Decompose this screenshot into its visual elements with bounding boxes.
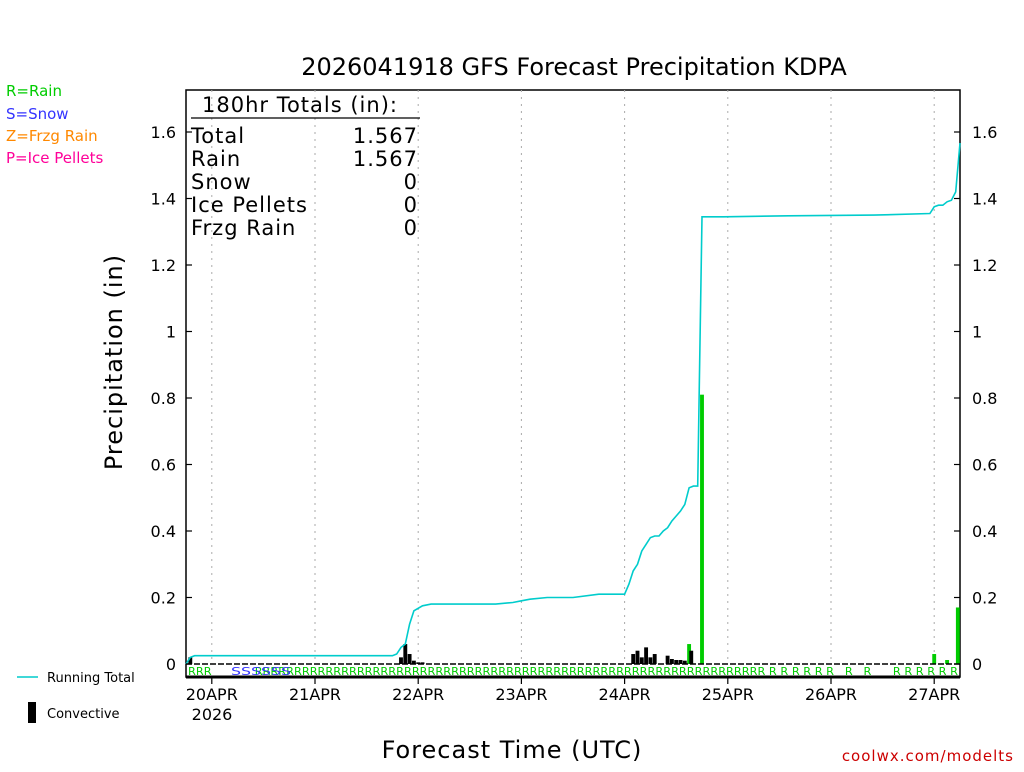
convective-bar xyxy=(399,657,403,664)
totals-header: 180hr Totals (in): xyxy=(202,93,398,117)
totals-box: 180hr Totals (in): Total 1.567 Rain 1.56… xyxy=(190,93,420,240)
totals-row-value: 0 xyxy=(404,193,418,217)
y-tick-label: 1 xyxy=(166,323,176,342)
year-label: 2026 xyxy=(192,705,233,724)
y-axis-label: Precipitation (in) xyxy=(100,254,128,470)
convective-bar xyxy=(652,654,657,664)
x-tick-label: 23APR xyxy=(495,685,547,704)
legend-snow: S=Snow xyxy=(6,105,69,123)
y-axis-left: 0 0.2 0.4 0.6 0.8 1 1.2 1.4 1.6 xyxy=(151,123,192,674)
bottom-legend: Running Total Convective xyxy=(17,671,135,723)
snow-type-codes: SSSSSS xyxy=(231,665,291,678)
rain-type-codes: RRR RRRRRRRRRRRRRRRRRRRRRRRRRRRRRRRRRRRR… xyxy=(188,665,958,678)
convective-bar xyxy=(644,647,649,664)
y-tick-label: 0 xyxy=(166,655,176,674)
y-tick-label: 0.6 xyxy=(972,456,997,475)
totals-row-value: 1.567 xyxy=(353,124,418,148)
totals-row-label: Snow xyxy=(191,170,252,194)
credit-text: coolwx.com/modelts xyxy=(842,747,1014,765)
totals-row-label: Frzg Rain xyxy=(191,216,296,240)
totals-row-label: Rain xyxy=(191,147,241,171)
x-axis-label: Forecast Time (UTC) xyxy=(382,736,643,764)
convective-bar xyxy=(407,654,412,664)
running-total-legend-label: Running Total xyxy=(47,671,135,686)
totals-row-value: 0 xyxy=(404,216,418,240)
convective-bar xyxy=(669,659,674,664)
y-tick-label: 0.4 xyxy=(151,522,176,541)
y-tick-label: 0 xyxy=(972,655,982,674)
convective-bar xyxy=(403,644,408,664)
legend-rain: R=Rain xyxy=(6,82,62,100)
y-tick-label: 0.2 xyxy=(151,589,176,608)
y-tick-label: 1.4 xyxy=(972,190,997,209)
y-tick-label: 1.2 xyxy=(972,256,997,275)
convective-bar xyxy=(188,657,193,664)
totals-row-value: 0 xyxy=(404,170,418,194)
running-total-line xyxy=(185,142,961,665)
y-tick-label: 1.6 xyxy=(972,123,997,142)
convective-bar xyxy=(416,662,421,664)
rain-bar xyxy=(955,607,960,664)
y-tick-label: 1.4 xyxy=(151,190,176,209)
totals-row-value: 1.567 xyxy=(353,147,418,171)
convective-swatch xyxy=(28,702,36,723)
rain-bar xyxy=(945,660,950,664)
convective-bar xyxy=(420,662,425,664)
x-tick-label: 20APR xyxy=(186,685,238,704)
convective-bar xyxy=(674,660,679,664)
y-axis-right: 0 0.2 0.4 0.6 0.8 1 1.2 1.4 1.6 xyxy=(954,123,997,674)
y-tick-label: 0.2 xyxy=(972,589,997,608)
x-tick-label: 25APR xyxy=(702,685,754,704)
y-tick-label: 1.6 xyxy=(151,123,176,142)
convective-bar xyxy=(631,654,636,664)
convective-bar xyxy=(635,650,640,664)
y-tick-label: 1 xyxy=(972,323,982,342)
y-tick-label: 0.8 xyxy=(151,389,176,408)
rain-bar xyxy=(932,654,937,664)
legend-ice-pellets: P=Ice Pellets xyxy=(6,149,103,167)
totals-row-label: Ice Pellets xyxy=(191,193,308,217)
totals-row-label: Total xyxy=(190,124,245,148)
precip-type-strip: RRR RRRRRRRRRRRRRRRRRRRRRRRRRRRRRRRRRRRR… xyxy=(188,665,958,678)
gridlines xyxy=(211,90,935,664)
legend-frzg-rain: Z=Frzg Rain xyxy=(6,127,98,145)
convective-bar xyxy=(678,660,683,664)
x-tick-label: 24APR xyxy=(599,685,651,704)
precip-bars xyxy=(188,394,960,664)
rain-bar xyxy=(700,394,704,664)
chart-title: 2026041918 GFS Forecast Precipitation KD… xyxy=(301,53,847,81)
x-tick-label: 27APR xyxy=(908,685,960,704)
x-axis: 20APR 21APR 22APR 23APR 24APR 25APR 26APR 27APR xyxy=(186,677,960,704)
rain-bar xyxy=(687,644,692,664)
convective-bar xyxy=(639,657,644,664)
x-tick-label: 22APR xyxy=(392,685,444,704)
convective-bar xyxy=(689,650,694,664)
y-tick-label: 1.2 xyxy=(151,256,176,275)
x-tick-label: 21APR xyxy=(289,685,341,704)
x-tick-label: 26APR xyxy=(805,685,857,704)
convective-legend-label: Convective xyxy=(47,707,120,722)
y-tick-label: 0.4 xyxy=(972,522,997,541)
convective-bar xyxy=(411,660,416,664)
convective-bar xyxy=(682,660,687,664)
convective-bar xyxy=(648,657,653,664)
precip-type-legend: R=Rain S=Snow Z=Frzg Rain P=Ice Pellets xyxy=(6,82,103,167)
y-tick-label: 0.8 xyxy=(972,389,997,408)
y-tick-label: 0.6 xyxy=(151,456,176,475)
plot-frame xyxy=(185,89,961,678)
convective-bar xyxy=(665,655,670,664)
